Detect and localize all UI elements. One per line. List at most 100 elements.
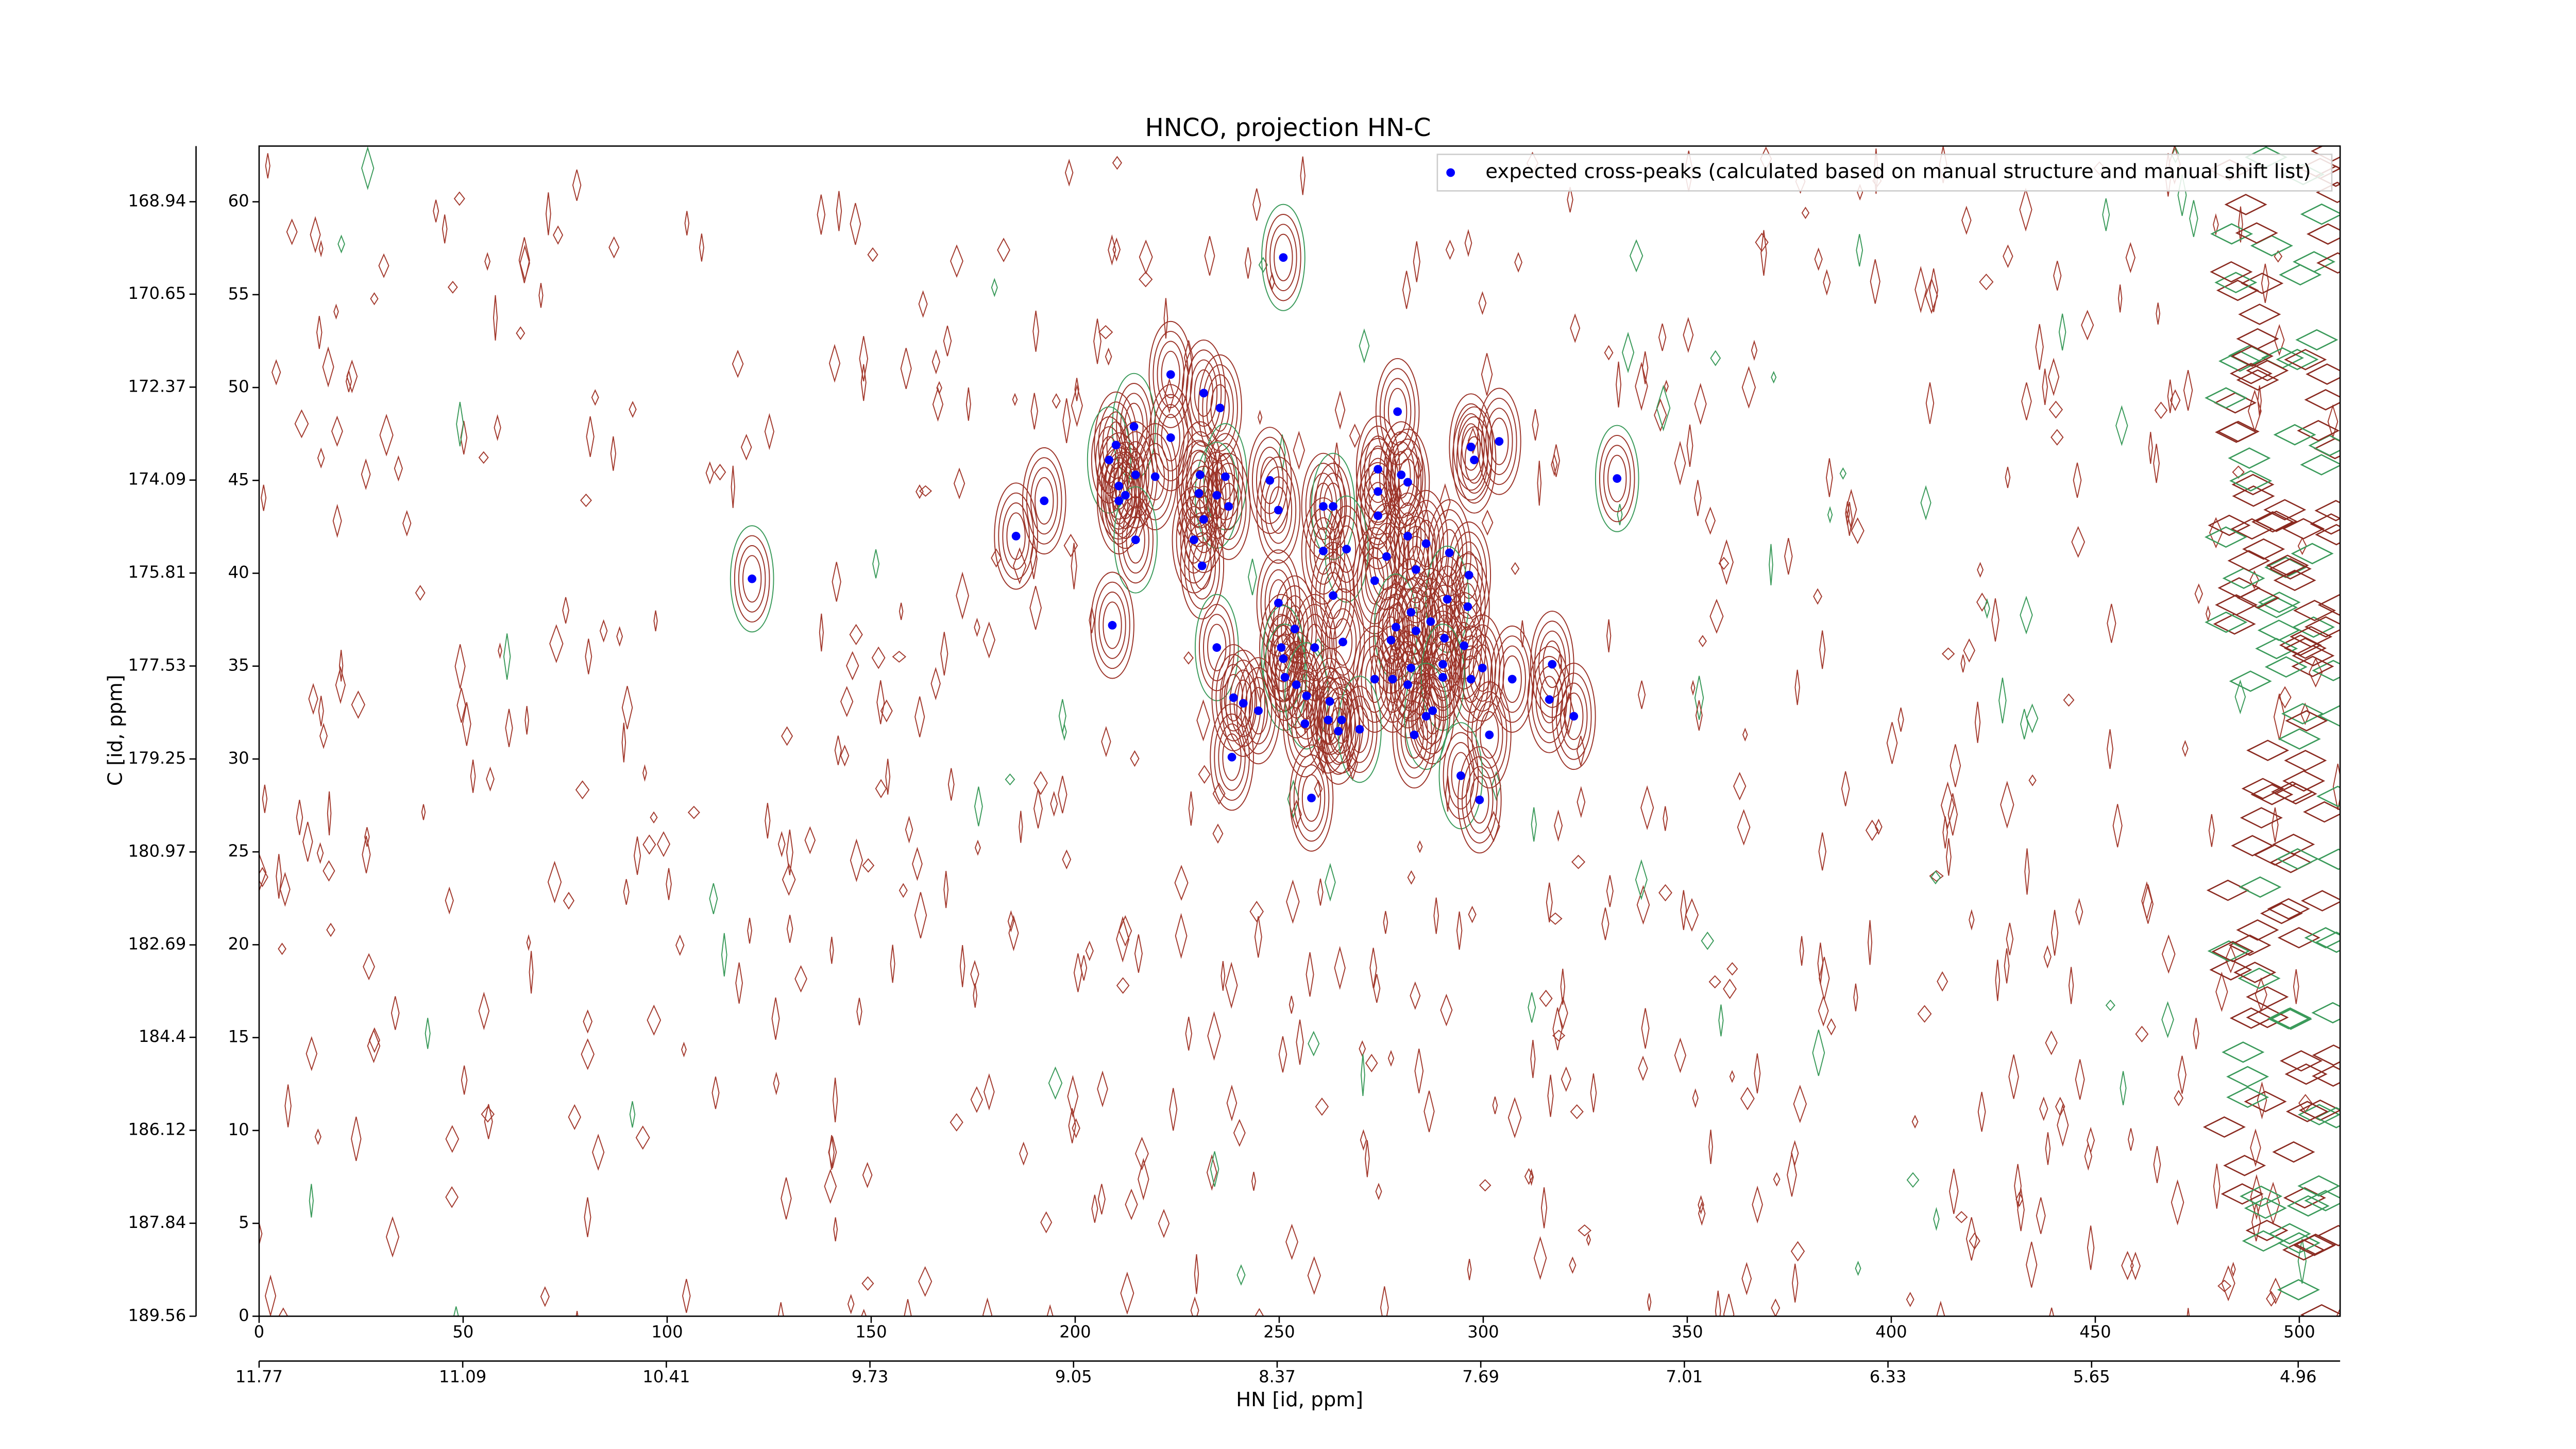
contour <box>1514 252 1523 273</box>
contour <box>1108 234 1116 266</box>
x-tick-label: 400 <box>1875 1322 1907 1342</box>
contour <box>1141 443 1169 511</box>
contour <box>1091 416 1127 504</box>
contour <box>1264 569 1293 637</box>
contour <box>1068 1108 1076 1143</box>
cross-peak <box>1495 437 1504 446</box>
contour <box>1336 525 1357 573</box>
contour <box>1511 562 1520 576</box>
contour <box>1799 936 1804 966</box>
contour <box>306 1036 318 1071</box>
contour <box>1467 1258 1472 1280</box>
contour <box>1539 676 1559 723</box>
contour <box>1695 700 1703 731</box>
contour <box>1551 453 1558 477</box>
cross-peak <box>1131 470 1140 479</box>
contour <box>1451 531 1487 619</box>
contour <box>2210 261 2253 283</box>
contour <box>2312 1065 2341 1087</box>
contour <box>1103 601 1122 649</box>
contour <box>1719 539 1734 585</box>
cross-peak <box>1195 470 1205 479</box>
contour <box>1870 259 1880 304</box>
ppm-y-tick-label: 189.56 <box>128 1305 187 1325</box>
contour <box>478 451 489 464</box>
contour <box>932 386 944 422</box>
contour <box>1787 1153 1797 1197</box>
x-axis-label: HN [id, ppm] <box>1236 1388 1363 1411</box>
contour <box>2293 600 2336 621</box>
cross-peak <box>1403 532 1412 541</box>
y-tick-label: 55 <box>228 284 249 304</box>
contour <box>1658 884 1672 902</box>
contour <box>635 1125 650 1150</box>
contour <box>1210 1151 1219 1187</box>
contour <box>1373 596 1409 684</box>
contour <box>2221 1265 2235 1302</box>
contour <box>2236 587 2280 609</box>
contour <box>735 962 743 1004</box>
contour <box>1793 1085 1807 1123</box>
cross-peak <box>1440 634 1449 643</box>
cross-peak <box>1545 695 1554 704</box>
contour <box>2058 313 2066 351</box>
contour <box>2224 194 2267 215</box>
contour <box>629 1101 636 1128</box>
contour <box>666 868 672 900</box>
contour <box>2216 420 2260 443</box>
contour <box>1180 512 1225 620</box>
contour <box>1485 408 1513 475</box>
y-axis-label: C [id, ppm] <box>104 675 127 786</box>
contour <box>2297 1104 2341 1125</box>
contour <box>1233 679 1253 727</box>
contour <box>2249 570 2259 589</box>
cross-peak <box>1310 643 1319 652</box>
contour <box>2230 1261 2236 1277</box>
contour <box>1754 1053 1761 1093</box>
contour <box>1210 703 1254 811</box>
contour <box>1229 669 1257 737</box>
contour <box>1586 1233 1591 1246</box>
cross-peak <box>1475 795 1484 804</box>
contour <box>425 1018 431 1049</box>
contour <box>1308 1031 1320 1057</box>
contour <box>1543 641 1562 688</box>
contour <box>2311 1002 2341 1024</box>
cross-peak <box>1121 491 1130 500</box>
contour <box>1663 806 1668 831</box>
contour <box>498 642 502 659</box>
contour <box>2068 967 2074 1004</box>
contour <box>591 389 599 406</box>
contour <box>2035 324 2044 370</box>
contour <box>1291 690 1319 757</box>
contour <box>2263 499 2307 520</box>
contour <box>278 942 286 955</box>
cross-peak <box>1403 680 1412 689</box>
contour <box>1100 457 1137 545</box>
contour <box>592 1134 605 1171</box>
contour <box>1635 859 1648 901</box>
contour <box>1856 234 1863 267</box>
contour <box>2300 890 2341 912</box>
cross-peak <box>1460 641 1469 650</box>
contour <box>731 465 735 508</box>
contour <box>1361 1054 1365 1097</box>
contour <box>1206 374 1234 442</box>
cross-peak <box>1382 552 1391 561</box>
contour <box>1578 1224 1592 1237</box>
contour <box>653 610 658 632</box>
contour <box>1153 394 1189 482</box>
contour <box>494 414 501 442</box>
contour <box>1074 378 1079 401</box>
contour <box>2238 206 2243 243</box>
contour <box>1464 229 1472 257</box>
contour <box>484 1104 493 1139</box>
contour <box>905 816 913 844</box>
contour <box>584 1197 591 1237</box>
contour <box>1741 366 1756 409</box>
contour <box>2312 1044 2341 1066</box>
contour <box>2251 1203 2261 1241</box>
cross-peak <box>1329 502 1337 511</box>
contour <box>516 326 526 340</box>
contour <box>1236 657 1281 765</box>
